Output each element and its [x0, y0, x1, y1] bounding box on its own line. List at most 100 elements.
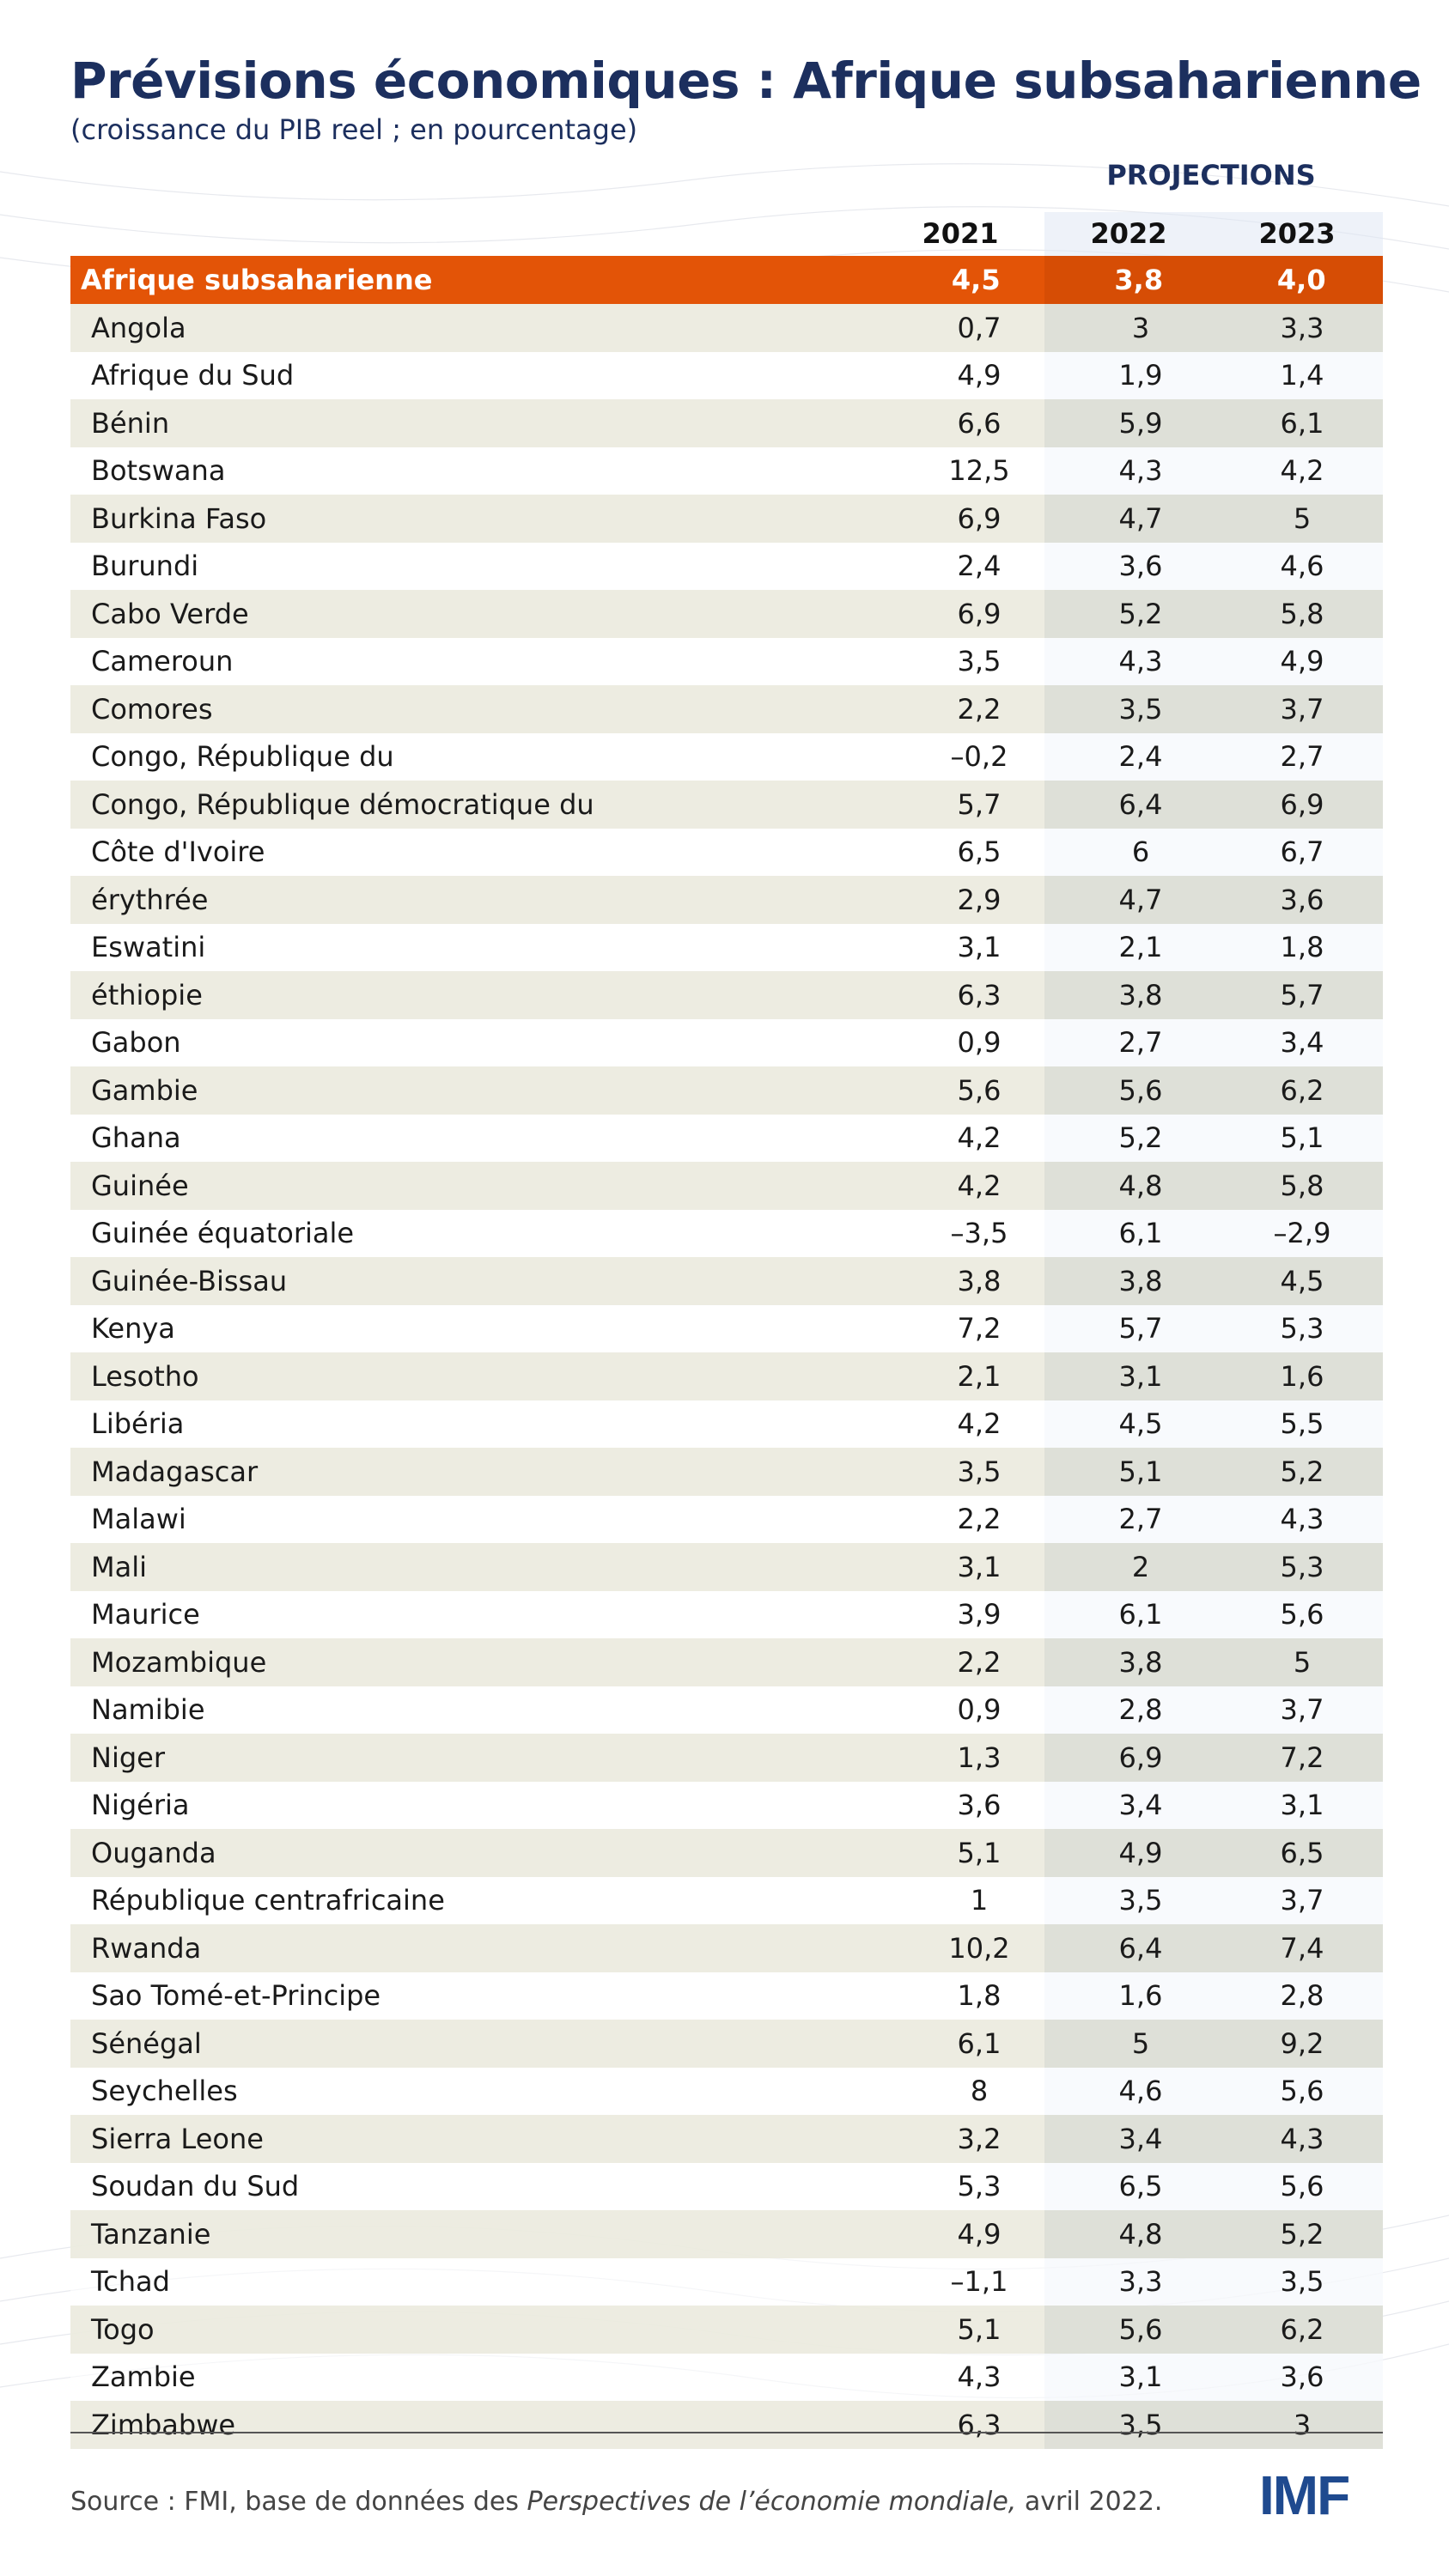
- row-name: Mali: [91, 1550, 147, 1583]
- value-2022: 5,2: [1118, 1121, 1163, 1155]
- value-2023: 5,8: [1280, 1169, 1324, 1202]
- table-row: République centrafricaine 1 3,5 3,7: [70, 1876, 1383, 1924]
- value-2023: 3,5: [1280, 2265, 1324, 2299]
- table-row: Sao Tomé-et-Principe 1,8 1,6 2,8: [70, 1971, 1383, 2020]
- value-2021: 3,5: [957, 1455, 1002, 1488]
- value-2022: 3,5: [1118, 692, 1163, 726]
- table-row: Mozambique 2,2 3,8 5: [70, 1638, 1383, 1686]
- value-2021: 0,7: [957, 311, 1002, 344]
- row-name: érythrée: [91, 883, 209, 916]
- projection-shade: [1044, 1543, 1383, 1591]
- projection-shade: [1044, 685, 1383, 733]
- value-2022: 3,1: [1118, 2360, 1163, 2394]
- value-2023: 1,8: [1280, 931, 1324, 964]
- row-name: Nigéria: [91, 1789, 190, 1822]
- projection-shade: [1044, 304, 1383, 352]
- row-name: Zambie: [91, 2360, 196, 2394]
- table-row-region-total: Afrique subsaharienne 4,5 3,8 4,0: [70, 256, 1383, 304]
- value-2023: 5,6: [1280, 2075, 1324, 2108]
- source-suffix: avril 2022.: [1016, 2487, 1163, 2517]
- value-2021: 5,1: [957, 2312, 1002, 2346]
- value-2022: 4,9: [1118, 1836, 1163, 1869]
- value-2023: 3,7: [1280, 1693, 1324, 1727]
- table-row: Congo, République du –0,2 2,4 2,7: [70, 732, 1383, 781]
- source-prefix: Source : FMI, base de données des: [70, 2487, 527, 2517]
- row-name: Afrique du Sud: [91, 359, 295, 392]
- value-2022: 6,5: [1118, 2170, 1163, 2203]
- table-row: Zimbabwe 6,3 3,5 3: [70, 2401, 1383, 2449]
- value-2023: 6,1: [1280, 406, 1324, 440]
- value-2022: 5,9: [1118, 406, 1163, 440]
- row-name: Burkina Faso: [91, 501, 267, 535]
- table-row: Nigéria 3,6 3,4 3,1: [70, 1781, 1383, 1829]
- value-2021: 2,1: [957, 1359, 1002, 1393]
- table-row: Sénégal 6,1 5 9,2: [70, 2020, 1383, 2068]
- row-name: Cameroun: [91, 645, 234, 678]
- row-name: Maurice: [91, 1598, 200, 1631]
- value-2022: 2,7: [1118, 1026, 1163, 1060]
- projection-shade: [1044, 876, 1383, 924]
- value-2023: 5,3: [1280, 1312, 1324, 1346]
- projection-shade: [1044, 2401, 1383, 2449]
- value-2021: 4,9: [957, 359, 1002, 392]
- value-2021: 6,1: [957, 2026, 1002, 2060]
- row-name: Congo, République démocratique du: [91, 787, 594, 821]
- value-2023: 2,7: [1280, 740, 1324, 774]
- table-row: Comores 2,2 3,5 3,7: [70, 685, 1383, 733]
- value-2023: 6,2: [1280, 1073, 1324, 1107]
- value-2021: 1: [970, 1884, 989, 1917]
- value-2023: 6,7: [1280, 835, 1324, 869]
- value-2023: 3,4: [1280, 1026, 1324, 1060]
- value-2022: 4,7: [1118, 883, 1163, 916]
- value-2022: 6,4: [1118, 1931, 1163, 1965]
- table-row: Tanzanie 4,9 4,8 5,2: [70, 2210, 1383, 2258]
- row-name: Libéria: [91, 1407, 185, 1441]
- table-row: Cameroun 3,5 4,3 4,9: [70, 637, 1383, 685]
- value-2023: 5,1: [1280, 1121, 1324, 1155]
- value-2023: 4,3: [1280, 1503, 1324, 1536]
- row-name: Angola: [91, 311, 186, 344]
- table-row: Botswana 12,5 4,3 4,2: [70, 447, 1383, 495]
- value-2021: –3,5: [950, 1217, 1008, 1250]
- value-2023: 7,2: [1280, 1741, 1324, 1774]
- row-name: éthiopie: [91, 978, 203, 1012]
- value-2023: 3,7: [1280, 1884, 1324, 1917]
- value-2021: 4,5: [951, 264, 1001, 296]
- table-row: Gambie 5,6 5,6 6,2: [70, 1066, 1383, 1115]
- source-note: Source : FMI, base de données des Perspe…: [70, 2487, 1162, 2517]
- value-2023: 5,5: [1280, 1407, 1324, 1441]
- value-2023: 4,9: [1280, 645, 1324, 678]
- table-bottom-rule: [70, 2432, 1383, 2433]
- value-2023: 4,6: [1280, 550, 1324, 583]
- page-subtitle: (croissance du PIB reel ; en pourcentage…: [70, 113, 638, 146]
- value-2021: 2,4: [957, 550, 1002, 583]
- row-name: Zimbabwe: [91, 2408, 236, 2441]
- table-row: Mali 3,1 2 5,3: [70, 1543, 1383, 1591]
- value-2022: 3,4: [1118, 2122, 1163, 2155]
- row-name: Sénégal: [91, 2026, 202, 2060]
- projection-shade: [1044, 1257, 1383, 1305]
- value-2023: 3,7: [1280, 692, 1324, 726]
- value-2021: 6,3: [957, 2408, 1002, 2441]
- projection-shade: [1044, 495, 1383, 543]
- projection-shade: [1044, 1066, 1383, 1115]
- value-2023: 4,5: [1280, 1264, 1324, 1297]
- value-2022: 2,7: [1118, 1503, 1163, 1536]
- projection-shade: [1044, 256, 1383, 304]
- row-name: Guinée-Bissau: [91, 1264, 288, 1297]
- value-2022: 4,6: [1118, 2075, 1163, 2108]
- value-2023: 5,3: [1280, 1550, 1324, 1583]
- value-2022: 3: [1131, 311, 1150, 344]
- table-row: Kenya 7,2 5,7 5,3: [70, 1304, 1383, 1352]
- row-name: Guinée: [91, 1169, 189, 1202]
- value-2022: 5,7: [1118, 1312, 1163, 1346]
- row-name: Tanzanie: [91, 2217, 211, 2251]
- value-2022: 4,5: [1118, 1407, 1163, 1441]
- value-2022: 6,1: [1118, 1217, 1163, 1250]
- projection-shade: [1044, 1638, 1383, 1686]
- value-2022: 3,8: [1118, 1264, 1163, 1297]
- value-2021: 2,2: [957, 692, 1002, 726]
- value-2023: 6,2: [1280, 2312, 1324, 2346]
- row-name: Botswana: [91, 454, 226, 488]
- value-2021: 4,3: [957, 2360, 1002, 2394]
